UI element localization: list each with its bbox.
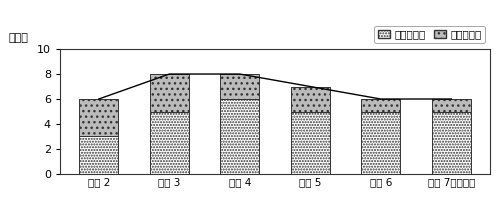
Bar <box>150 112 188 174</box>
Bar <box>220 99 259 174</box>
Bar <box>432 112 470 174</box>
Text: （人）: （人） <box>8 33 28 43</box>
Bar <box>362 99 400 112</box>
Bar <box>432 99 470 112</box>
Bar <box>291 112 330 174</box>
Bar <box>362 112 400 174</box>
Bar <box>291 87 330 112</box>
Bar <box>150 74 188 112</box>
Bar <box>220 74 259 99</box>
Legend: 福島小学校, 福島中学校: 福島小学校, 福島中学校 <box>374 26 485 43</box>
Bar <box>80 99 118 136</box>
Bar <box>80 136 118 174</box>
